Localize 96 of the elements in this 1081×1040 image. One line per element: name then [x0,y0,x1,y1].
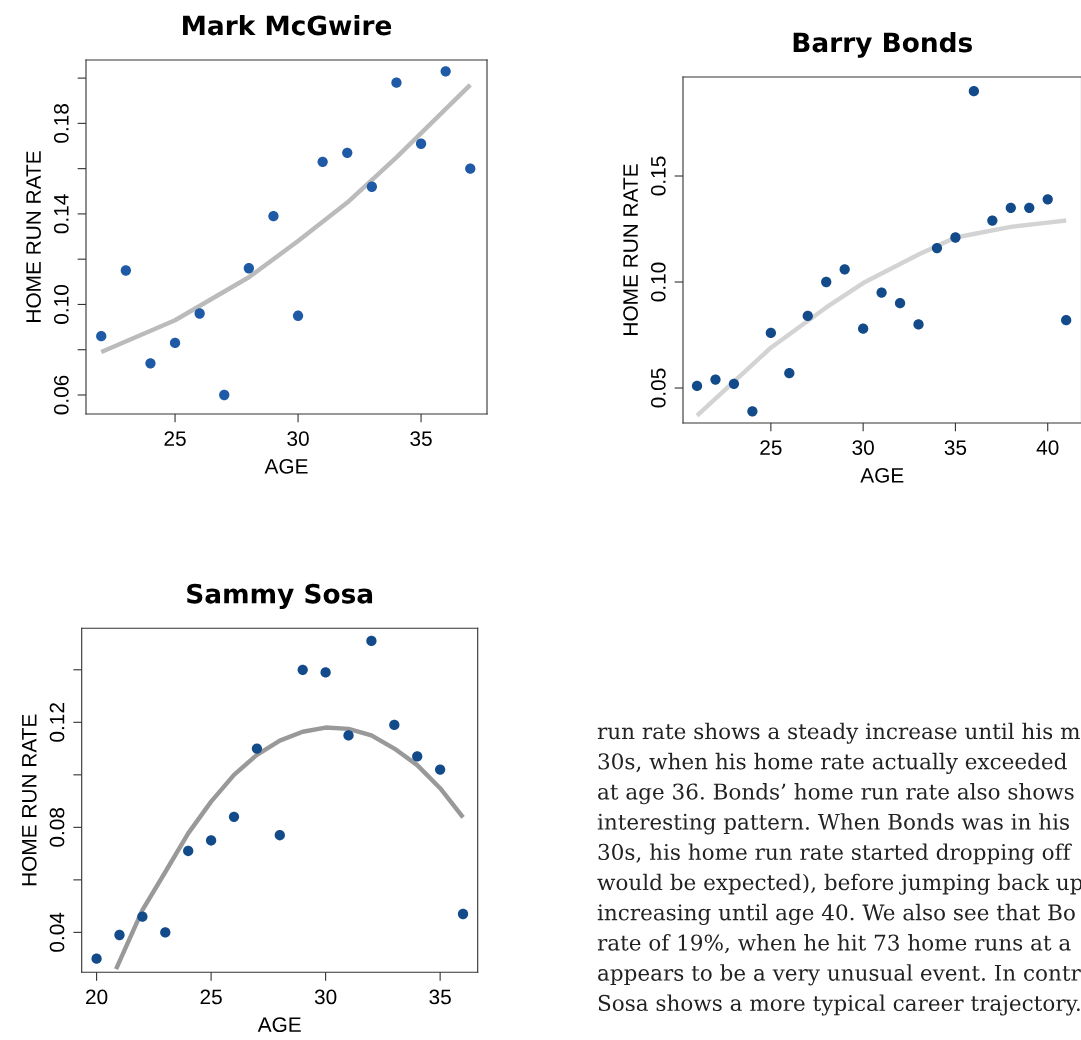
x-axis-title: AGE [257,1017,301,1033]
point [931,242,943,254]
point [440,66,451,77]
x-tick-label: 35 [410,431,432,446]
point [858,323,869,334]
point [839,264,850,275]
y-tick-label: 0.08 [49,807,65,847]
x-tick-label: 25 [164,431,186,446]
point [228,811,240,822]
text: at age 36. Bonds’ home run rate also shows [598,783,1074,805]
y-tick-label: 0.14 [53,194,69,234]
point [366,181,378,192]
point [765,327,777,339]
point [243,263,255,274]
line-series [99,82,473,355]
point [317,156,328,167]
point [297,664,308,675]
point [274,830,285,841]
point [950,232,961,243]
point [1061,315,1072,326]
line-series [113,725,466,972]
point [91,953,102,964]
point [691,380,703,392]
text: interesting pattern. When Bonds was in his [597,813,1069,835]
point [412,751,423,762]
point [728,378,740,389]
point [169,337,181,349]
x-tick-label: 30 [314,989,337,1005]
point [389,719,400,731]
y-tick-label: 0.18 [53,104,69,143]
point [457,908,469,920]
point [894,298,906,309]
point [137,911,148,922]
line-series [694,218,1069,418]
y-tick-label: 0.06 [53,375,69,415]
x-tick-label: 40 [1036,440,1059,455]
point [343,730,354,741]
point [802,310,813,322]
chart-title: Barry Bonds [793,31,972,58]
point [292,310,304,321]
text: appears to be a very unusual event. In contr [598,964,1081,986]
text: rate of 19%, when he hit 73 home runs at a [597,934,1071,954]
point [120,265,131,276]
point [913,319,924,330]
point [876,287,887,298]
point [415,138,427,149]
y-axis-title: HOME RUN RATE [26,151,41,322]
x-tick-label: 25 [200,989,222,1005]
x-tick-label: 35 [429,989,451,1005]
x-tick-label: 20 [86,989,108,1005]
x-tick-label: 25 [760,440,782,455]
text: run rate shows a steady increase until his m [597,722,1080,744]
y-tick-label: 0.10 [53,284,69,324]
y-tick-label: 0.12 [49,703,65,742]
x-axis-title: AGE [860,467,904,483]
x-axis-title: AGE [264,458,308,474]
point [342,147,353,158]
point [821,276,832,288]
text: Sosa shows a more typical career trajectory. [598,994,1080,1016]
point [434,764,446,775]
point [251,743,263,754]
y-axis-title: HOME RUN RATE [623,164,638,335]
point [366,635,377,647]
x-tick-label: 35 [944,440,967,455]
point [710,374,721,385]
point [1042,194,1053,205]
chart-title: Sammy Sosa [187,583,373,609]
point [219,389,230,401]
point [145,358,156,369]
chart-title: Mark McGwire [183,14,392,36]
point [1024,202,1035,213]
text: 30s, when his home rate actually exceeded [598,752,1067,774]
text: increasing until age 40. We also see that Bo [597,903,1075,925]
point [205,835,217,846]
x-tick-label: 30 [287,431,309,446]
point [968,86,980,97]
point [320,667,331,678]
point [160,927,171,938]
y-tick-label: 0.10 [650,262,666,302]
point [465,163,476,174]
point [1005,202,1016,213]
point [183,845,194,857]
x-tick-label: 30 [852,440,874,455]
y-tick-label: 0.15 [650,156,666,196]
text: 30s, his home run rate started dropping off [598,843,1072,865]
point [96,330,107,342]
y-tick-label: 0.05 [650,368,666,408]
y-tick-label: 0.04 [49,912,65,952]
point [114,929,125,941]
point [987,215,998,226]
point [268,211,279,222]
point [747,406,758,417]
point [391,77,402,88]
point [194,308,205,319]
y-axis-title: HOME RUN RATE [21,714,37,886]
point [784,368,795,379]
